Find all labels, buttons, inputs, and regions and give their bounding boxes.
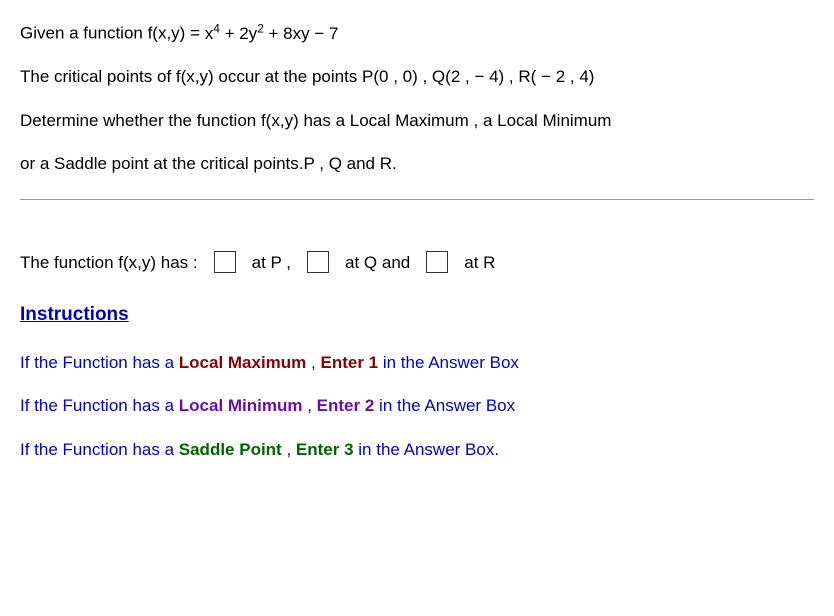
instruction-mid: , xyxy=(306,353,320,372)
question-line-4: or a Saddle point at the critical points… xyxy=(20,151,814,177)
instruction-label: Local Maximum xyxy=(179,353,307,372)
instruction-enter: Enter 2 xyxy=(317,396,375,415)
instruction-line: If the Function has a Saddle Point , Ent… xyxy=(20,437,814,463)
question-block: Given a function f(x,y) = x4 + 2y2 + 8xy… xyxy=(20,20,814,177)
instructions-heading: Instructions xyxy=(20,301,814,330)
answer-at-q: at Q and xyxy=(345,250,410,276)
instruction-label: Saddle Point xyxy=(179,440,287,459)
instruction-line: If the Function has a Local Minimum , En… xyxy=(20,393,814,419)
question-line-1: Given a function f(x,y) = x4 + 2y2 + 8xy… xyxy=(20,20,814,46)
answer-lead-text: The function f(x,y) has : xyxy=(20,250,198,276)
question-line-2: The critical points of f(x,y) occur at t… xyxy=(20,64,814,90)
instruction-mid: , xyxy=(303,396,317,415)
answer-row: The function f(x,y) has : at P , at Q an… xyxy=(20,250,814,276)
question-line-3: Determine whether the function f(x,y) ha… xyxy=(20,108,814,134)
instruction-prefix: If the Function has a xyxy=(20,353,179,372)
answer-input-q[interactable] xyxy=(307,251,329,273)
function-expression: x4 + 2y2 + 8xy − 7 xyxy=(205,24,339,43)
instruction-suffix: in the Answer Box xyxy=(378,353,519,372)
instruction-prefix: If the Function has a xyxy=(20,440,179,459)
instruction-enter: Enter 3 xyxy=(296,440,354,459)
answer-at-p: at P , xyxy=(252,250,291,276)
instructions-list: If the Function has a Local Maximum , En… xyxy=(20,350,814,463)
instruction-prefix: If the Function has a xyxy=(20,396,179,415)
given-text: Given a function f(x,y) = xyxy=(20,24,205,43)
instruction-suffix: in the Answer Box. xyxy=(354,440,500,459)
instruction-suffix: in the Answer Box xyxy=(374,396,515,415)
instruction-mid: , xyxy=(286,440,295,459)
answer-input-p[interactable] xyxy=(214,251,236,273)
instruction-label: Local Minimum xyxy=(179,396,303,415)
instruction-line: If the Function has a Local Maximum , En… xyxy=(20,350,814,376)
separator-rule xyxy=(20,199,814,200)
answer-input-r[interactable] xyxy=(426,251,448,273)
answer-at-r: at R xyxy=(464,250,495,276)
instruction-enter: Enter 1 xyxy=(320,353,378,372)
